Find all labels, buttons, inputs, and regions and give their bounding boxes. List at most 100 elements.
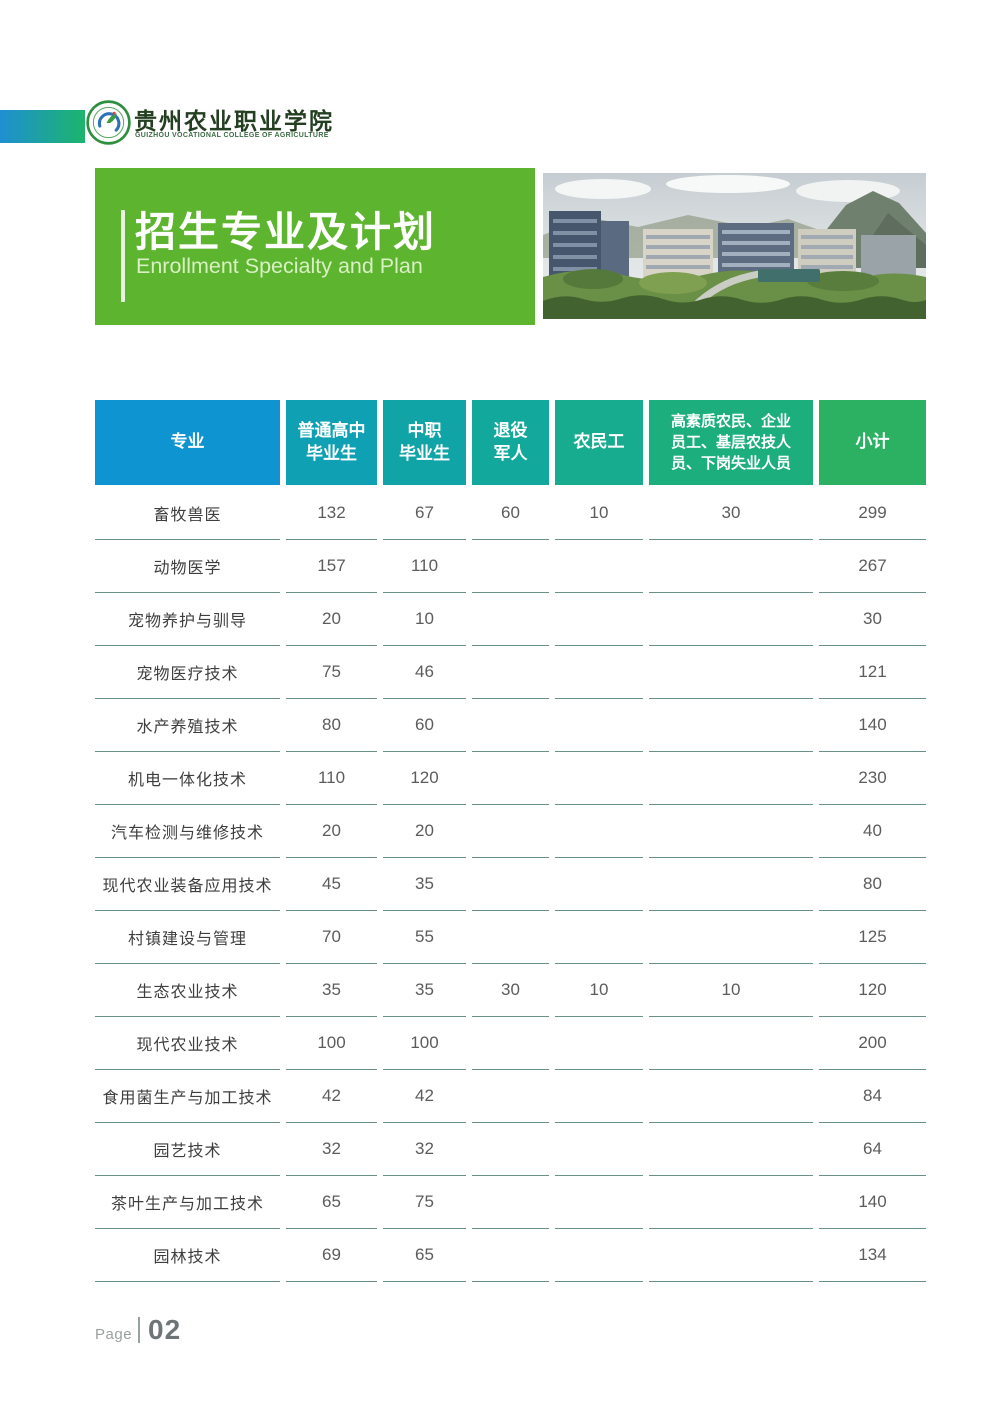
college-logo-icon xyxy=(86,100,131,145)
row-subtotal: 200 xyxy=(819,1017,926,1070)
row-value: 60 xyxy=(472,487,549,540)
table-row: 现代农业技术 100 100 200 xyxy=(95,1017,926,1070)
row-subtotal: 121 xyxy=(819,646,926,699)
row-value xyxy=(649,1017,813,1070)
column-header-label: 普通高中 毕业生 xyxy=(297,421,366,463)
row-value: 69 xyxy=(286,1229,377,1282)
row-value: 35 xyxy=(383,858,466,911)
row-specialty: 园林技术 xyxy=(95,1229,280,1282)
row-value xyxy=(555,593,643,646)
row-subtotal: 84 xyxy=(819,1070,926,1123)
row-value: 20 xyxy=(286,593,377,646)
table-row: 园林技术 69 65 134 xyxy=(95,1229,926,1282)
row-specialty: 宠物医疗技术 xyxy=(95,646,280,699)
row-specialty: 现代农业技术 xyxy=(95,1017,280,1070)
page-label: Page xyxy=(95,1326,133,1343)
row-value: 35 xyxy=(286,964,377,1017)
row-specialty: 动物医学 xyxy=(95,540,280,593)
column-header-label: 退役 军人 xyxy=(493,421,528,463)
column-header-0: 专业 xyxy=(95,400,280,485)
column-header-6: 小计 xyxy=(819,400,926,485)
row-value xyxy=(472,593,549,646)
row-subtotal: 30 xyxy=(819,593,926,646)
row-value: 65 xyxy=(286,1176,377,1229)
row-value xyxy=(649,646,813,699)
row-value: 10 xyxy=(555,964,643,1017)
table-header-row: 专业 普通高中 毕业生 中职 毕业生 退役 军人 农民工 高素质农民、企业 员工、基层农技… xyxy=(95,400,926,485)
row-value: 20 xyxy=(286,805,377,858)
column-header-label: 中职 毕业生 xyxy=(399,421,450,463)
table-row: 机电一体化技术 110 120 230 xyxy=(95,752,926,805)
table-row: 汽车检测与维修技术 20 20 40 xyxy=(95,805,926,858)
row-specialty: 宠物养护与驯导 xyxy=(95,593,280,646)
row-value: 10 xyxy=(555,487,643,540)
row-value: 67 xyxy=(383,487,466,540)
row-value xyxy=(649,858,813,911)
row-value: 55 xyxy=(383,911,466,964)
section-banner: 招生专业及计划 Enrollment Specialty and Plan xyxy=(95,168,535,325)
enrollment-table: 专业 普通高中 毕业生 中职 毕业生 退役 军人 农民工 高素质农民、企业 员工、基层农技… xyxy=(95,400,926,1282)
row-value: 20 xyxy=(383,805,466,858)
column-header-2: 中职 毕业生 xyxy=(383,400,466,485)
row-value: 10 xyxy=(649,964,813,1017)
table-row: 生态农业技术 35 35 30 10 10 120 xyxy=(95,964,926,1017)
row-value: 75 xyxy=(383,1176,466,1229)
row-value: 60 xyxy=(383,699,466,752)
row-value: 110 xyxy=(286,752,377,805)
row-value: 100 xyxy=(286,1017,377,1070)
row-value xyxy=(555,805,643,858)
page-number: 02 xyxy=(148,1314,182,1345)
row-value: 70 xyxy=(286,911,377,964)
row-specialty: 食用菌生产与加工技术 xyxy=(95,1070,280,1123)
row-subtotal: 299 xyxy=(819,487,926,540)
row-value xyxy=(555,1229,643,1282)
row-value: 80 xyxy=(286,699,377,752)
row-value xyxy=(472,699,549,752)
row-specialty: 园艺技术 xyxy=(95,1123,280,1176)
row-subtotal: 267 xyxy=(819,540,926,593)
row-subtotal: 40 xyxy=(819,805,926,858)
row-subtotal: 230 xyxy=(819,752,926,805)
row-specialty: 茶叶生产与加工技术 xyxy=(95,1176,280,1229)
column-header-4: 农民工 xyxy=(555,400,643,485)
row-value xyxy=(649,593,813,646)
section-title: 招生专业及计划 xyxy=(135,209,436,255)
row-value xyxy=(472,1229,549,1282)
row-value: 42 xyxy=(383,1070,466,1123)
row-value xyxy=(555,858,643,911)
footer-divider xyxy=(138,1317,141,1343)
row-specialty: 机电一体化技术 xyxy=(95,752,280,805)
column-header-5: 高素质农民、企业 员工、基层农技人 员、下岗失业人员 xyxy=(649,400,813,485)
college-name-cn: 贵州农业职业学院 xyxy=(134,108,334,135)
row-value xyxy=(555,911,643,964)
row-value xyxy=(555,699,643,752)
table-row: 宠物养护与驯导 20 10 30 xyxy=(95,593,926,646)
row-value xyxy=(472,646,549,699)
column-header-3: 退役 军人 xyxy=(472,400,549,485)
row-value xyxy=(472,752,549,805)
row-value: 42 xyxy=(286,1070,377,1123)
row-subtotal: 134 xyxy=(819,1229,926,1282)
row-value: 46 xyxy=(383,646,466,699)
row-value: 157 xyxy=(286,540,377,593)
column-header-label: 高素质农民、企业 员工、基层农技人 员、下岗失业人员 xyxy=(670,413,791,472)
table-body: 畜牧兽医 132 67 60 10 30 299 动物医学 157 110 267 宠物养护与驯导 20… xyxy=(95,487,926,1282)
row-value: 32 xyxy=(286,1123,377,1176)
row-value xyxy=(555,1176,643,1229)
table-row: 现代农业装备应用技术 45 35 80 xyxy=(95,858,926,911)
row-value xyxy=(649,1176,813,1229)
row-subtotal: 80 xyxy=(819,858,926,911)
table-row: 动物医学 157 110 267 xyxy=(95,540,926,593)
table-row: 园艺技术 32 32 64 xyxy=(95,1123,926,1176)
row-value: 32 xyxy=(383,1123,466,1176)
column-header-label: 农民工 xyxy=(573,432,625,452)
campus-photo-illustration xyxy=(543,173,926,319)
row-value xyxy=(472,911,549,964)
row-value: 30 xyxy=(472,964,549,1017)
row-value xyxy=(555,540,643,593)
row-value xyxy=(555,1123,643,1176)
row-value: 75 xyxy=(286,646,377,699)
row-value xyxy=(555,752,643,805)
column-header-1: 普通高中 毕业生 xyxy=(286,400,377,485)
